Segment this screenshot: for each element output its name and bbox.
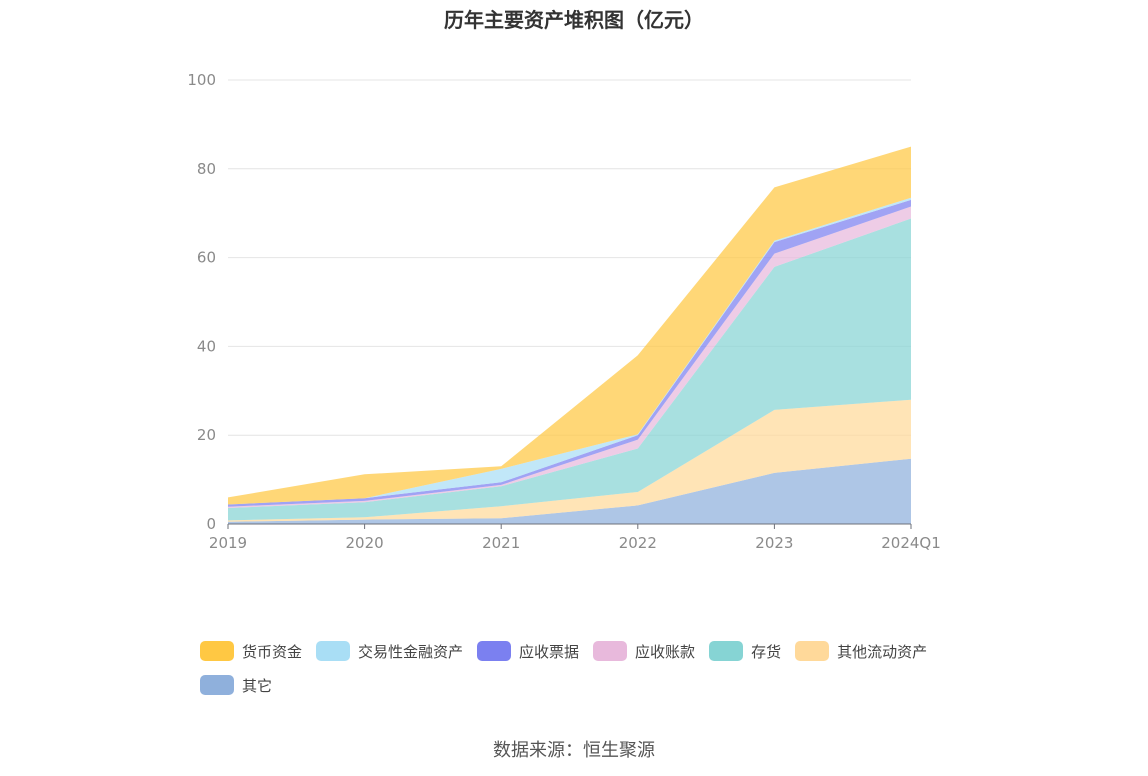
x-tick-label: 2021 xyxy=(482,534,520,552)
legend-label: 交易性金融资产 xyxy=(358,642,464,661)
area-存货 xyxy=(228,218,911,521)
chart-title: 历年主要资产堆积图（亿元） xyxy=(444,8,704,32)
x-tick-label: 2022 xyxy=(619,534,657,552)
legend-label: 货币资金 xyxy=(242,642,303,661)
legend-item[interactable]: 交易性金融资产 xyxy=(316,640,463,662)
legend-label: 应收账款 xyxy=(635,642,696,661)
legend-item[interactable]: 存货 xyxy=(709,640,781,662)
x-tick-label: 2024Q1 xyxy=(881,534,941,552)
legend-swatch xyxy=(795,641,830,661)
area-应收账款 xyxy=(228,206,911,508)
area-其他流动资产 xyxy=(228,399,911,522)
y-tick-label: 100 xyxy=(187,71,216,89)
y-tick-label: 0 xyxy=(206,515,216,533)
legend-swatch xyxy=(477,641,512,661)
legend-item[interactable]: 货币资金 xyxy=(200,640,302,662)
legend-swatch xyxy=(709,641,744,661)
area-其它 xyxy=(228,458,911,524)
legend-swatch xyxy=(200,675,234,695)
y-tick-label: 80 xyxy=(197,160,216,178)
y-tick-label: 20 xyxy=(197,426,216,444)
legend-label: 其他流动资产 xyxy=(837,642,928,661)
axes: 0 20 40 60 80 100 2019 2020 2021 2022 2023 2024Q1 xyxy=(187,71,940,552)
y-tick-label: 40 xyxy=(197,337,216,355)
legend-item[interactable]: 其它 xyxy=(200,674,272,696)
area-货币资金 xyxy=(228,146,911,505)
legend-item[interactable]: 其他流动资产 xyxy=(795,640,927,662)
legend: 货币资金 交易性金融资产 应收票据 应收账款 存货 其他流动资产其它 xyxy=(200,640,1000,708)
x-tick-label: 2019 xyxy=(209,534,247,552)
x-tick-label: 2023 xyxy=(755,534,793,552)
source-note: 数据来源：恒生聚源 xyxy=(493,740,655,761)
legend-label: 其它 xyxy=(242,676,273,695)
area-series xyxy=(228,146,911,524)
legend-item[interactable]: 应收账款 xyxy=(593,640,695,662)
y-tick-label: 60 xyxy=(197,249,216,267)
legend-label: 应收票据 xyxy=(519,642,580,661)
legend-swatch xyxy=(200,641,234,661)
legend-swatch xyxy=(593,641,628,661)
legend-swatch xyxy=(316,641,351,661)
legend-label: 存货 xyxy=(751,642,782,661)
legend-item[interactable]: 应收票据 xyxy=(477,640,579,662)
x-tick-label: 2020 xyxy=(346,534,384,552)
